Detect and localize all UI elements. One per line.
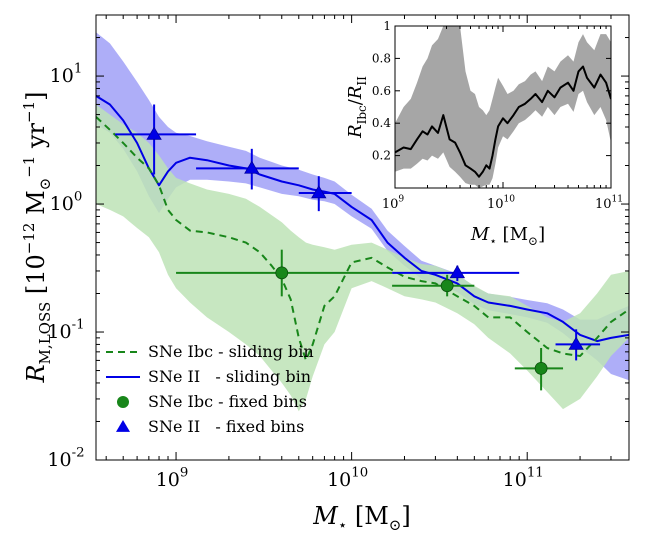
sne-ii-fixed-point-0 xyxy=(115,104,197,175)
sne-ii-fixed-point-2 xyxy=(298,176,352,212)
inset-plot: 109 1010 1011 0.2 0.4 0.6 0.8 1 M⋆ [M⊙] RIbc/R… xyxy=(345,19,623,248)
legend-triangle-symbol xyxy=(116,420,130,432)
inset-y-axis-label: RIbc/RII xyxy=(345,76,369,139)
triangle-marker xyxy=(449,265,466,279)
inset-x-axis-label: M⋆ [M⊙] xyxy=(470,224,545,248)
y-tick-label: 101 xyxy=(50,62,83,88)
y-tick-label: 10-2 xyxy=(47,446,84,472)
band-sne-ii xyxy=(96,32,629,381)
x-tick-label: 109 xyxy=(156,466,189,492)
inset-y-tick-label: 0.2 xyxy=(372,149,391,163)
main-x-axis-label: M⋆ [M⊙] xyxy=(312,502,411,534)
triangle-marker xyxy=(244,160,260,174)
legend-label: SNe II - sliding bin xyxy=(148,367,311,386)
sne-ibc-fixed-point-0 xyxy=(176,249,393,297)
x-tick-label: 1010 xyxy=(327,466,368,492)
inset-x-tick-label: 1010 xyxy=(487,195,515,213)
band-sne-ibc xyxy=(96,104,629,412)
inset-y-tick-label: 0.4 xyxy=(372,116,391,130)
legend-label: SNe Ibc - fixed bins xyxy=(148,392,307,411)
x-tick-label: 1011 xyxy=(503,466,544,492)
legend-entry-0: SNe Ibc - sliding bin xyxy=(106,342,314,361)
y-tick-label: 10-1 xyxy=(47,318,84,344)
triangle-marker xyxy=(311,185,327,199)
legend-label: SNe Ibc - sliding bin xyxy=(148,342,314,361)
circle-marker xyxy=(440,279,454,293)
inset-band-ratio xyxy=(395,26,611,188)
y-tick-label: 100 xyxy=(50,190,83,216)
legend-circle-symbol xyxy=(117,396,129,408)
sne-ii-fixed-point-1 xyxy=(196,148,299,190)
legend-label: SNe II - fixed bins xyxy=(148,417,304,436)
main-plot-frame xyxy=(95,14,630,461)
circle-marker xyxy=(275,266,289,280)
legend-entry-1: SNe II - sliding bin xyxy=(106,367,311,386)
inset-line-ratio xyxy=(395,65,611,178)
sne-ii-fixed-point-4 xyxy=(555,329,601,361)
inset-x-tick-label: 1011 xyxy=(595,195,623,213)
line-sne-ibc xyxy=(96,116,629,362)
legend: SNe Ibc - sliding bin SNe II - sliding bi… xyxy=(106,342,314,436)
sne-ibc-fixed-point-1 xyxy=(392,274,475,297)
sne-ibc-fixed-point-2 xyxy=(514,348,564,391)
triangle-marker xyxy=(568,336,584,350)
inset-y-tick-label: 0.8 xyxy=(372,51,391,65)
sne-ii-fixed-point-3 xyxy=(392,265,520,282)
legend-entry-3: SNe II - fixed bins xyxy=(116,417,304,436)
legend-entry-2: SNe Ibc - fixed bins xyxy=(117,392,307,411)
inset-x-tick-label: 109 xyxy=(382,195,405,213)
triangle-marker xyxy=(146,126,162,140)
inset-y-tick-label: 0.6 xyxy=(372,84,391,98)
inset-y-tick-label: 1 xyxy=(383,19,391,33)
main-y-axis-label: RM,LOSS [10−12 M⊙−1 yr−1] xyxy=(20,91,54,383)
circle-marker xyxy=(534,361,548,375)
